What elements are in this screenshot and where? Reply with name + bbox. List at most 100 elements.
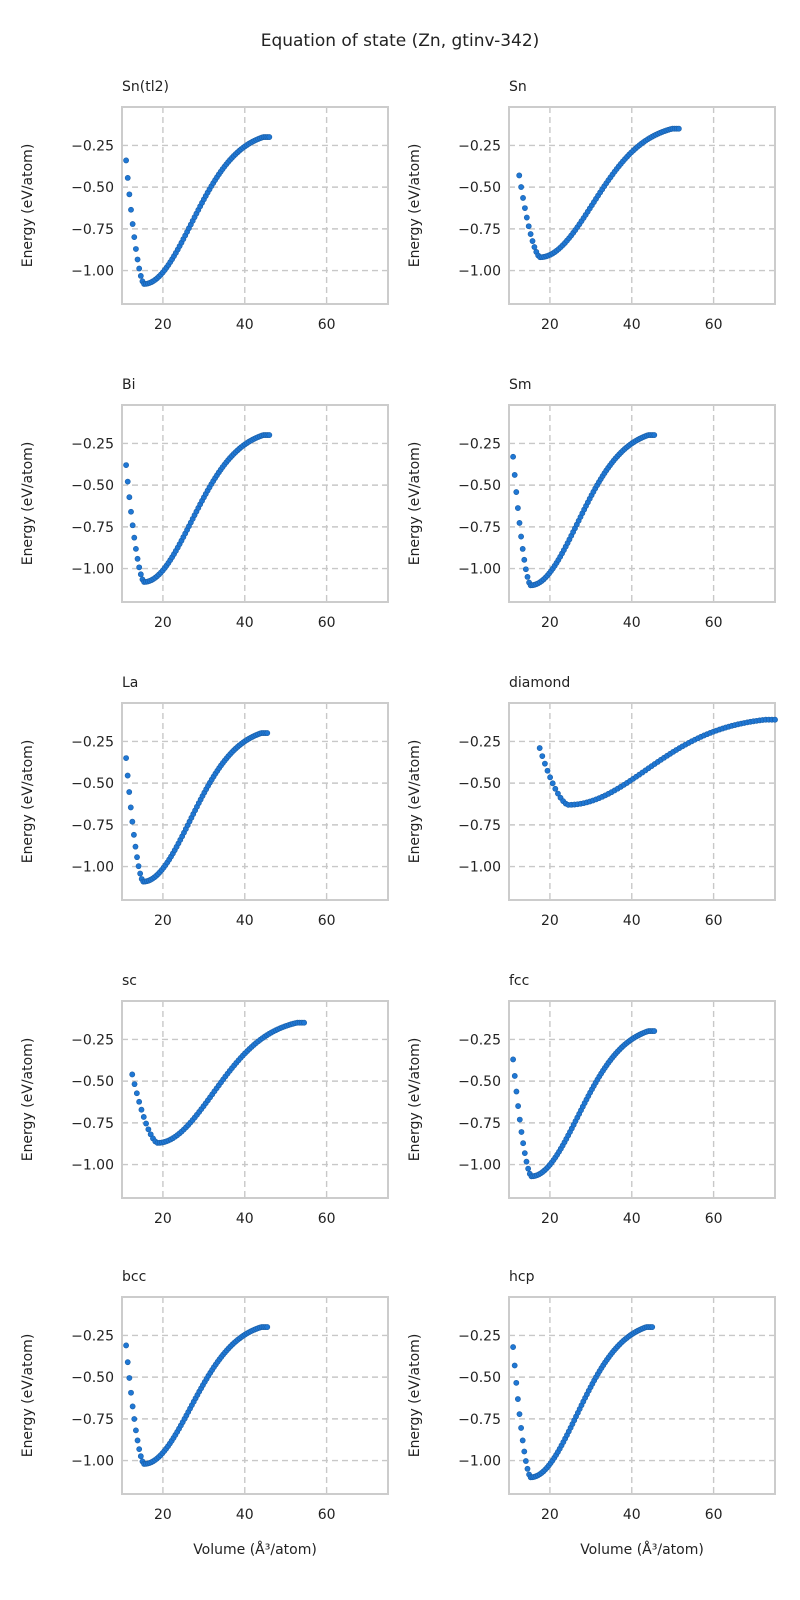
data-point xyxy=(520,1140,527,1147)
data-point xyxy=(523,1158,530,1165)
data-point xyxy=(527,231,534,237)
panel-title: La xyxy=(122,675,138,691)
y-tick-label: −1.00 xyxy=(71,1454,114,1470)
data-point xyxy=(264,1324,271,1330)
data-point xyxy=(516,1411,523,1418)
x-tick-label: 40 xyxy=(236,615,254,631)
plot-frame xyxy=(121,1296,389,1495)
x-tick-label: 40 xyxy=(623,1507,641,1523)
data-point xyxy=(514,1396,521,1402)
y-axis-label: Energy (eV/atom) xyxy=(407,1038,423,1162)
data-point xyxy=(136,265,143,272)
data-point xyxy=(555,790,561,797)
panel-title: Sn(tl2) xyxy=(122,79,169,95)
x-tick-label: 40 xyxy=(623,615,641,631)
data-point xyxy=(523,214,530,221)
data-point xyxy=(132,843,139,850)
data-point xyxy=(123,157,129,164)
y-tick-label: −1.00 xyxy=(458,1454,501,1470)
data-point xyxy=(536,745,543,751)
y-axis-label: Energy (eV/atom) xyxy=(407,144,423,268)
data-point xyxy=(549,780,556,787)
x-tick-label: 60 xyxy=(318,317,336,333)
data-series xyxy=(123,432,273,585)
data-point xyxy=(128,206,134,213)
data-point xyxy=(137,571,144,578)
panel-diamond: diamond 20 40 60 −0.25 −0.50 −0.75 −1.00 Energy … xyxy=(407,675,778,929)
y-tick-label: −0.50 xyxy=(71,776,114,792)
panel-sn-tl2: Sn(tl2) 20 40 60 −0.25 −0.50 −0.75 −1.00 Energy … xyxy=(20,79,389,333)
data-point xyxy=(520,195,526,201)
panel-hcp: hcp 20 40 60 −0.25 −0.50 −0.75 −1.00 Energy (eV/… xyxy=(407,1269,776,1558)
x-tick-label: 40 xyxy=(623,913,641,929)
data-point xyxy=(126,494,133,501)
x-tick-label: 20 xyxy=(541,1507,559,1523)
data-point xyxy=(129,522,136,529)
data-point xyxy=(133,545,139,552)
x-tick-label: 60 xyxy=(318,913,336,929)
data-point xyxy=(519,1437,526,1444)
y-tick-label: −0.50 xyxy=(71,478,114,494)
y-tick-label: −0.75 xyxy=(71,818,114,834)
x-tick-label: 20 xyxy=(154,913,172,929)
data-point xyxy=(524,1465,531,1472)
figure-title: Equation of state (Zn, gtinv-342) xyxy=(261,31,540,51)
data-point xyxy=(126,789,133,795)
panel-sn: Sn 20 40 60 −0.25 −0.50 −0.75 −1.00 Energy (eV/a… xyxy=(407,79,776,333)
data-point xyxy=(134,854,140,861)
data-point xyxy=(136,564,143,571)
data-point xyxy=(131,1416,138,1422)
panel-title: fcc xyxy=(509,973,529,989)
panel-title: Sn xyxy=(509,79,527,95)
x-tick-label: 40 xyxy=(623,1211,641,1227)
data-point xyxy=(266,432,273,438)
data-point xyxy=(542,760,548,767)
data-point xyxy=(131,831,137,838)
data-point xyxy=(129,221,136,227)
y-tick-label: −0.75 xyxy=(458,1412,501,1428)
x-axis-label: Volume (Å³/atom) xyxy=(193,1541,317,1558)
data-point xyxy=(649,1324,656,1330)
data-series xyxy=(129,1019,308,1146)
data-point xyxy=(515,1103,522,1109)
y-tick-label: −0.75 xyxy=(458,222,501,238)
data-point xyxy=(133,1090,140,1097)
data-series xyxy=(510,1028,658,1180)
data-point xyxy=(126,1375,133,1381)
data-point xyxy=(513,1088,520,1095)
data-point xyxy=(511,1362,518,1369)
plot-frame xyxy=(121,404,389,603)
data-point xyxy=(137,272,144,279)
x-tick-label: 60 xyxy=(318,1507,336,1523)
data-point xyxy=(522,566,529,573)
x-tick-label: 40 xyxy=(236,913,254,929)
data-point xyxy=(772,716,778,723)
data-point xyxy=(134,555,141,562)
data-point xyxy=(513,1379,520,1386)
y-tick-label: −0.50 xyxy=(458,478,501,494)
data-point xyxy=(134,1437,141,1444)
data-point xyxy=(123,1342,129,1349)
x-tick-label: 40 xyxy=(236,1211,254,1227)
plot-frame xyxy=(508,1000,776,1199)
x-tick-label: 40 xyxy=(623,317,641,333)
data-point xyxy=(129,1071,136,1078)
data-point xyxy=(510,1056,516,1063)
panel-title: sc xyxy=(122,973,137,989)
y-tick-label: −0.25 xyxy=(71,734,114,750)
x-tick-label: 60 xyxy=(318,1211,336,1227)
panel-title: hcp xyxy=(509,1269,535,1285)
panel-title: Sm xyxy=(509,377,532,393)
y-axis-label: Energy (eV/atom) xyxy=(407,1334,423,1458)
y-tick-label: −1.00 xyxy=(458,264,501,280)
x-tick-label: 60 xyxy=(705,1507,723,1523)
x-tick-label: 60 xyxy=(705,913,723,929)
data-point xyxy=(518,533,524,540)
y-tick-label: −1.00 xyxy=(458,562,501,578)
y-tick-label: −0.25 xyxy=(458,138,501,154)
x-tick-label: 20 xyxy=(154,317,172,333)
panel-bcc: bcc 20 40 60 −0.25 −0.50 −0.75 −1.00 Energy (eV/… xyxy=(20,1269,389,1558)
data-point xyxy=(137,1453,144,1460)
x-tick-label: 20 xyxy=(541,913,559,929)
data-point xyxy=(521,556,528,563)
